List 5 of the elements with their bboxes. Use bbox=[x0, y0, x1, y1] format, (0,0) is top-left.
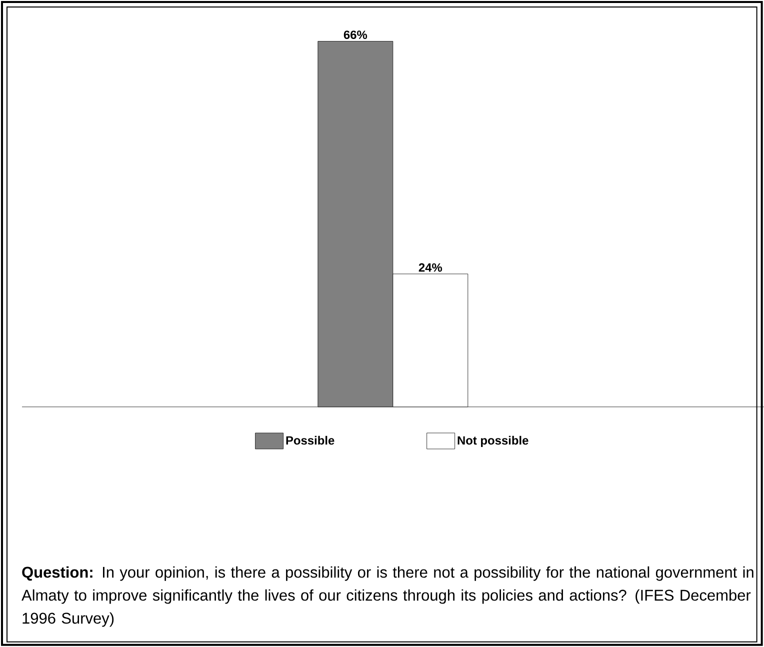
legend-label: Not possible bbox=[458, 436, 528, 448]
data-label: 66% bbox=[344, 30, 368, 40]
data-label: 24% bbox=[418, 263, 442, 272]
text: Question: In your opinion, is there a possibility or is there not a possibility for the national government in Almaty to improve significantly the lives of our citizens through its policies and actions? (IFES December 1996 Survey) bbox=[22, 566, 754, 627]
legend-label: Possible bbox=[286, 436, 334, 445]
